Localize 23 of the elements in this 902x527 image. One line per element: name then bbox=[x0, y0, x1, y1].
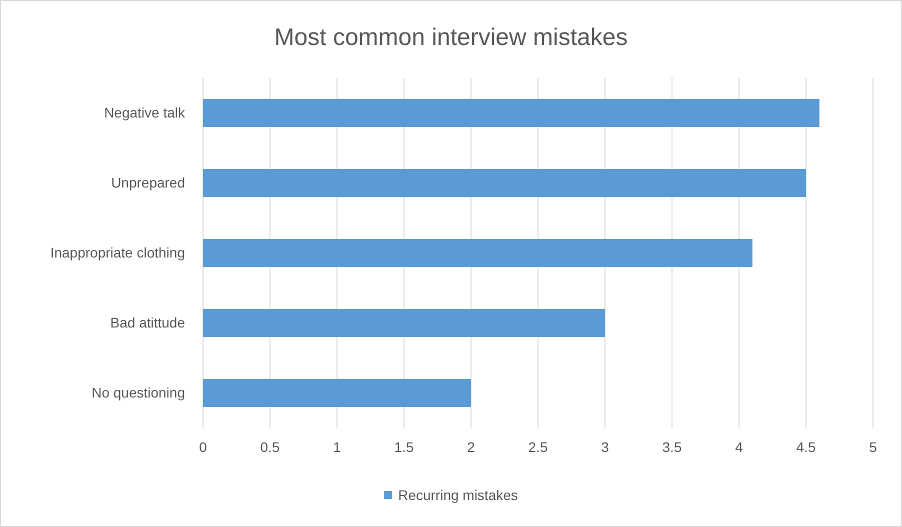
bar bbox=[203, 309, 605, 337]
x-tick-label: 1 bbox=[333, 438, 342, 455]
y-tick-label: Negative talk bbox=[104, 104, 186, 120]
y-tick-label: Bad atittude bbox=[110, 314, 186, 330]
bar bbox=[203, 169, 806, 197]
x-tick-label: 2 bbox=[467, 438, 476, 455]
x-tick-label: 4.5 bbox=[796, 438, 816, 455]
bar bbox=[203, 239, 752, 267]
x-tick-label: 2.5 bbox=[528, 438, 548, 455]
x-tick-label: 1.5 bbox=[394, 438, 414, 455]
chart-title: Most common interview mistakes bbox=[274, 24, 628, 51]
y-tick-label: Inappropriate clothing bbox=[50, 244, 185, 260]
bar bbox=[203, 379, 471, 407]
bar bbox=[203, 99, 820, 127]
y-tick-label: No questioning bbox=[92, 384, 185, 400]
legend-label: Recurring mistakes bbox=[398, 487, 518, 503]
x-tick-label: 5 bbox=[869, 438, 878, 455]
x-tick-label: 3.5 bbox=[662, 438, 682, 455]
x-tick-label: 4 bbox=[735, 438, 744, 455]
x-tick-label: 0 bbox=[199, 438, 208, 455]
y-tick-label: Unprepared bbox=[111, 174, 185, 190]
x-tick-label: 3 bbox=[601, 438, 610, 455]
x-tick-label: 0.5 bbox=[260, 438, 280, 455]
